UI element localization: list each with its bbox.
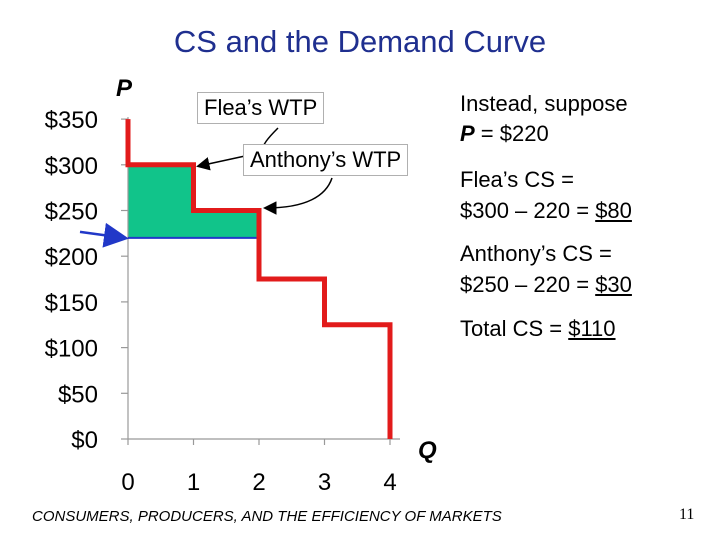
flea-wtp-label: Flea’s WTP xyxy=(197,92,325,124)
cs-area-flea xyxy=(128,164,194,238)
price-value: = $220 xyxy=(474,121,549,146)
y-tick-label: $250 xyxy=(45,199,98,226)
demand-curve xyxy=(125,119,393,439)
x-tick-label: 1 xyxy=(187,469,200,496)
anthony-cs-label: Anthony’s CS = xyxy=(460,241,612,266)
y-tick-label: $100 xyxy=(45,336,98,363)
flea-cs-label: Flea’s CS = xyxy=(460,167,574,192)
footer-text: CONSUMERS, PRODUCERS, AND THE EFFICIENCY… xyxy=(32,508,502,525)
y-tick-label: $150 xyxy=(45,290,98,317)
total-cs-value: $110 xyxy=(568,316,616,341)
y-axis-label: P xyxy=(116,75,133,102)
y-tick-label: $300 xyxy=(45,153,98,180)
anthony-cs-formula: $250 – 220 = xyxy=(460,272,596,297)
x-axis-label: Q xyxy=(418,437,437,464)
anthony-wtp-label: Anthony’s WTP xyxy=(243,144,409,176)
x-tick-label: 4 xyxy=(383,469,396,496)
y-tick-label: $200 xyxy=(45,244,98,271)
y-tick-label: $0 xyxy=(71,427,98,454)
instead-line2: P = $220 xyxy=(460,118,549,149)
anthony-cs-calc: $250 – 220 = $30 xyxy=(460,269,632,300)
total-cs: Total CS = $110 xyxy=(460,313,616,344)
flea-cs-calc: $300 – 220 = $80 xyxy=(460,195,632,226)
flea-cs-formula: $300 – 220 = xyxy=(460,198,596,223)
page-number: 11 xyxy=(679,506,695,523)
x-tick-label: 0 xyxy=(121,469,134,496)
total-cs-label: Total CS = xyxy=(460,316,569,341)
price-symbol: P xyxy=(460,121,475,146)
instead-line1: Instead, suppose xyxy=(460,91,628,116)
x-tick-label: 3 xyxy=(318,469,331,496)
price-arrow xyxy=(79,222,129,248)
anthony-wtp-arrow xyxy=(263,177,333,215)
x-tick-label: 2 xyxy=(252,469,265,496)
flea-cs-value: $80 xyxy=(595,198,632,223)
slide-title: CS and the Demand Curve xyxy=(173,24,547,59)
cs-area-anthony xyxy=(193,210,259,238)
flea-wtp-arrow xyxy=(196,155,246,171)
anthony-cs-value: $30 xyxy=(595,272,632,297)
y-tick-label: $350 xyxy=(45,107,98,134)
y-tick-label: $50 xyxy=(58,381,98,408)
